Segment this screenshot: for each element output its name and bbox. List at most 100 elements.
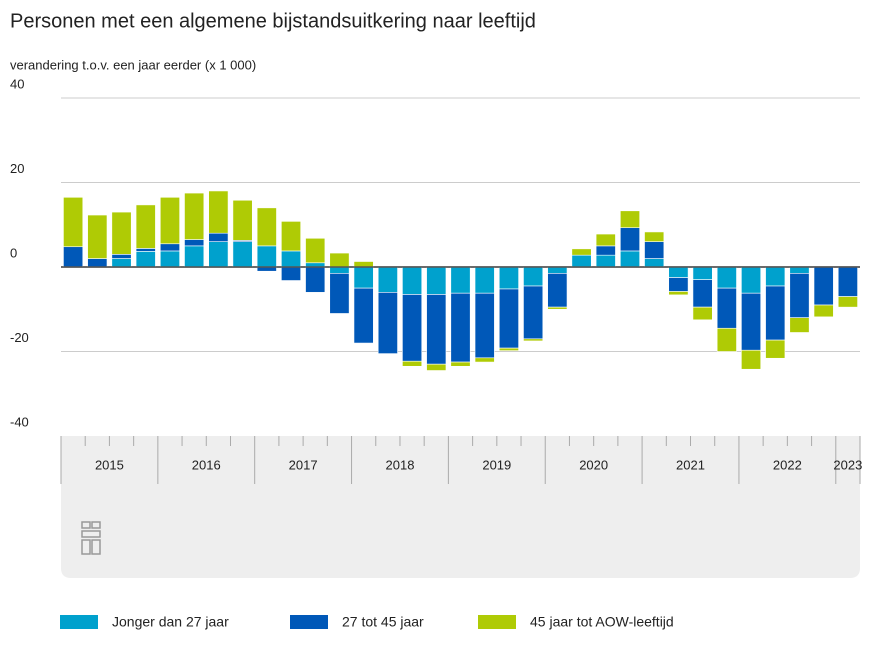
bar xyxy=(498,347,519,351)
bar xyxy=(474,357,495,363)
bar xyxy=(232,241,253,268)
bar xyxy=(837,296,858,308)
bar xyxy=(523,266,544,287)
bar xyxy=(353,261,374,268)
bar xyxy=(498,266,519,290)
bar xyxy=(208,241,229,268)
bar xyxy=(765,285,786,341)
bar xyxy=(208,232,229,242)
bar xyxy=(716,327,737,352)
legend-label: 27 tot 45 jaar xyxy=(342,614,424,630)
x-tick-label: 2020 xyxy=(579,457,608,472)
bar xyxy=(111,254,132,259)
bar xyxy=(692,266,713,280)
bar xyxy=(741,349,762,370)
bar xyxy=(741,266,762,294)
bar xyxy=(135,248,156,252)
legend-swatch xyxy=(290,615,328,629)
bar xyxy=(668,266,689,278)
bar xyxy=(111,258,132,268)
bar xyxy=(111,211,132,255)
bar xyxy=(402,294,423,362)
bar xyxy=(498,288,519,349)
bar xyxy=(450,292,471,363)
bar xyxy=(547,273,568,308)
bar xyxy=(159,196,180,245)
bar xyxy=(329,252,350,268)
bar xyxy=(402,266,423,295)
bar xyxy=(281,250,301,268)
chart-title: Personen met een algemene bijstandsuitke… xyxy=(10,10,536,32)
bar xyxy=(765,266,786,287)
bar xyxy=(668,277,689,292)
bar xyxy=(789,266,810,274)
bar xyxy=(716,287,737,329)
y-tick-label: -20 xyxy=(10,330,29,345)
bar xyxy=(765,339,786,359)
bar xyxy=(692,306,713,321)
bar xyxy=(450,361,471,367)
bar xyxy=(595,233,616,247)
legend-swatch xyxy=(478,615,516,629)
bar xyxy=(426,363,447,371)
bar xyxy=(135,204,156,249)
logo xyxy=(81,521,101,555)
bar xyxy=(402,360,423,367)
bar xyxy=(159,250,180,268)
x-tick-label: 2017 xyxy=(289,457,318,472)
bar xyxy=(256,245,277,268)
bar xyxy=(571,254,592,268)
bar xyxy=(789,317,810,333)
chart-subtitle: verandering t.o.v. een jaar eerder (x 1 … xyxy=(10,57,256,72)
bar xyxy=(232,199,253,241)
bar xyxy=(63,196,84,248)
bar xyxy=(208,190,229,234)
y-tick-label: -40 xyxy=(10,414,29,429)
x-tick-label: 2015 xyxy=(95,457,124,472)
bar xyxy=(571,248,592,256)
bar xyxy=(474,292,495,359)
bar xyxy=(523,338,544,342)
bar xyxy=(159,243,180,252)
bar xyxy=(135,251,156,268)
bar xyxy=(813,266,834,306)
x-axis-area xyxy=(61,436,860,578)
bar xyxy=(426,266,447,295)
bar xyxy=(644,231,665,242)
bar xyxy=(426,294,447,365)
bar xyxy=(595,254,616,268)
bar xyxy=(377,292,398,354)
bar xyxy=(547,266,568,274)
bar xyxy=(547,306,568,310)
x-tick-label: 2016 xyxy=(192,457,221,472)
bar xyxy=(353,287,374,344)
bar xyxy=(184,192,205,240)
bar xyxy=(741,292,762,351)
bar xyxy=(329,266,350,274)
bar xyxy=(305,237,326,264)
y-tick-label: 20 xyxy=(10,161,24,176)
x-tick-label: 2023 xyxy=(833,457,862,472)
bar xyxy=(87,214,108,259)
bar xyxy=(595,245,616,256)
legend-label: 45 jaar tot AOW-leeftijd xyxy=(530,614,674,630)
y-tick-label: 40 xyxy=(10,76,24,91)
bar xyxy=(837,266,858,297)
bar xyxy=(668,291,689,296)
x-tick-label: 2021 xyxy=(676,457,705,472)
bar xyxy=(619,210,640,229)
bar xyxy=(619,227,640,252)
x-tick-label: 2019 xyxy=(482,457,511,472)
bar xyxy=(329,273,350,314)
x-tick-label: 2022 xyxy=(773,457,802,472)
legend-label: Jonger dan 27 jaar xyxy=(112,614,229,630)
bar xyxy=(789,273,810,318)
bar xyxy=(644,241,665,259)
y-tick-label: 0 xyxy=(10,245,17,260)
bar xyxy=(813,304,834,318)
bar xyxy=(474,266,495,294)
bar xyxy=(184,239,205,247)
bar xyxy=(63,246,84,268)
